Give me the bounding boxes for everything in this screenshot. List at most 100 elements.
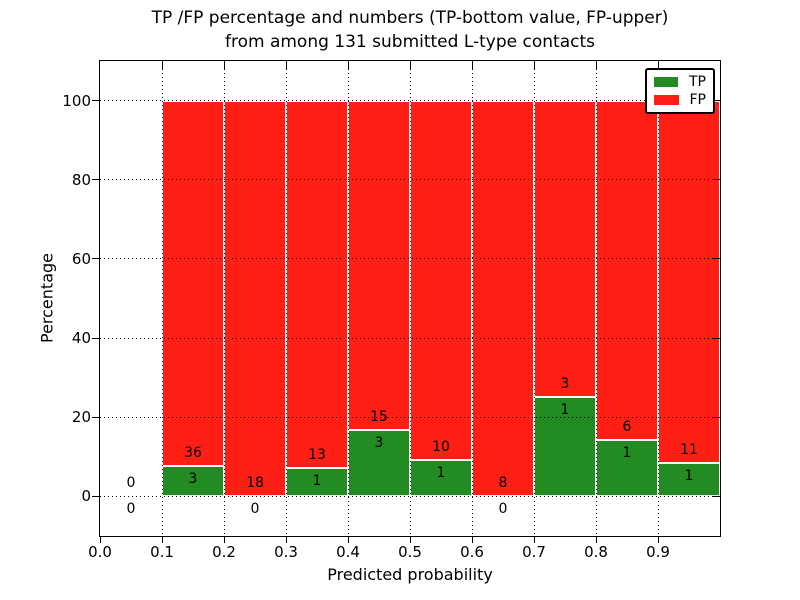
y-tick-label: 20: [71, 408, 91, 427]
x-tick: [285, 537, 287, 543]
x-tick-label: 0.1: [150, 543, 174, 561]
y-tick-label: 60: [71, 249, 91, 268]
x-tick: [595, 537, 597, 543]
bar-fp: [348, 100, 410, 431]
x-tick-top: [657, 61, 659, 69]
y-tick: [92, 337, 99, 339]
bar-fp: [224, 100, 286, 497]
chart-title: TP /FP percentage and numbers (TP-bottom…: [99, 6, 721, 54]
annotation-fp-count: 18: [246, 475, 264, 492]
x-tick: [99, 537, 101, 543]
annotation-tp-count: 3: [374, 435, 384, 452]
annotation-fp-count: 8: [498, 475, 508, 492]
y-tick: [92, 100, 99, 102]
x-tick-top: [285, 61, 287, 69]
y-tick-right: [713, 337, 720, 339]
annotation-tp-count: 1: [436, 465, 446, 482]
annotation-tp-count: 1: [312, 473, 322, 490]
bar-fp: [472, 100, 534, 497]
bar-fp: [596, 100, 658, 440]
x-tick: [409, 537, 411, 543]
gridline-vertical: [409, 61, 411, 536]
x-tick-label: 0.0: [88, 543, 112, 561]
legend: TP FP: [645, 68, 715, 114]
bar-tp: [596, 439, 658, 497]
legend-swatch-tp-icon: [654, 76, 678, 87]
gridline-vertical: [533, 61, 535, 536]
legend-label-fp: FP: [689, 92, 707, 109]
gridline-vertical: [657, 61, 659, 536]
y-tick: [92, 179, 99, 181]
annotation-fp-count: 15: [370, 409, 388, 426]
legend-label-tp: TP: [689, 73, 706, 90]
annotation-fp-count: 0: [126, 475, 136, 492]
y-tick-label: 0: [81, 487, 91, 506]
x-tick: [657, 537, 659, 543]
annotation-tp-count: 0: [250, 501, 260, 518]
annotation-tp-count: 0: [498, 501, 508, 518]
chart-title-line1: TP /FP percentage and numbers (TP-bottom…: [151, 8, 669, 28]
x-tick-label: 0.3: [274, 543, 298, 561]
annotation-fp-count: 36: [184, 444, 202, 461]
x-tick-label: 0.9: [646, 543, 670, 561]
y-tick-right: [713, 100, 720, 102]
x-tick: [533, 537, 535, 543]
annotation-fp-count: 13: [308, 447, 326, 464]
y-tick: [92, 495, 99, 497]
bar-tp: [534, 397, 596, 497]
gridline-vertical: [595, 61, 597, 536]
chart-title-line2: from among 131 submitted L-type contacts: [224, 32, 595, 52]
x-tick-label: 0.2: [212, 543, 236, 561]
annotation-tp-count: 3: [188, 470, 198, 487]
gridline-vertical: [471, 61, 473, 536]
x-tick-top: [533, 61, 535, 69]
y-tick-right: [713, 416, 720, 418]
bar-tp: [286, 468, 348, 497]
x-tick: [223, 537, 225, 543]
x-tick-top: [161, 61, 163, 69]
legend-swatch-fp-icon: [654, 95, 679, 106]
legend-entry-tp: TP: [654, 75, 706, 89]
y-tick-label: 100: [62, 91, 91, 110]
y-tick: [92, 416, 99, 418]
bar-fp: [410, 100, 472, 461]
annotation-fp-count: 11: [680, 442, 698, 459]
x-tick-top: [223, 61, 225, 69]
x-tick-top: [409, 61, 411, 69]
annotation-fp-count: 3: [560, 376, 570, 393]
x-tick-label: 0.5: [398, 543, 422, 561]
bar-fp: [658, 100, 720, 464]
x-tick-label: 0.7: [522, 543, 546, 561]
bar-fp: [162, 100, 224, 466]
annotation-tp-count: 0: [126, 501, 136, 518]
annotation-tp-count: 1: [684, 468, 694, 485]
x-tick-label: 0.8: [584, 543, 608, 561]
x-tick-top: [595, 61, 597, 69]
annotation-fp-count: 6: [622, 418, 632, 435]
y-tick-right: [713, 179, 720, 181]
x-tick: [161, 537, 163, 543]
bar-tp: [162, 465, 224, 497]
x-tick: [471, 537, 473, 543]
gridline-vertical: [161, 61, 163, 536]
x-tick-top: [471, 61, 473, 69]
x-tick-top: [347, 61, 349, 69]
y-tick-label: 80: [71, 170, 91, 189]
bar-tp: [658, 463, 720, 497]
x-tick: [347, 537, 349, 543]
y-tick-right: [713, 258, 720, 260]
x-axis-label: Predicted probability: [327, 565, 493, 584]
gridline-vertical: [285, 61, 287, 536]
annotation-fp-count: 10: [432, 439, 450, 456]
bar-fp: [286, 100, 348, 469]
y-tick: [92, 258, 99, 260]
annotation-tp-count: 1: [622, 444, 632, 461]
plot-area: TP FP 0 0 36 3 18 0 13 1 15 3 10 1 8 0 3 1 6 1 11 1: [99, 60, 721, 537]
y-tick-label: 40: [71, 329, 91, 348]
bar-fp: [534, 100, 596, 398]
y-tick-right: [713, 495, 720, 497]
x-tick-label: 0.4: [336, 543, 360, 561]
gridline-vertical: [347, 61, 349, 536]
x-tick-label: 0.6: [460, 543, 484, 561]
